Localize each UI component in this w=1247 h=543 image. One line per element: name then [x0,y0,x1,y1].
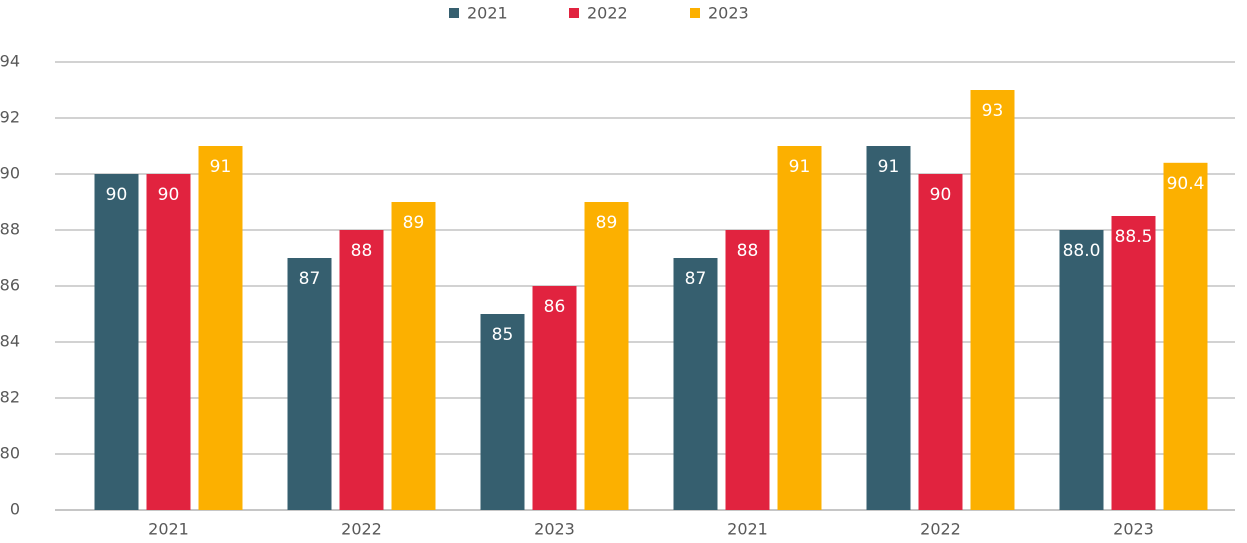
bar [94,174,139,510]
x-tick-label: 2022 [341,520,382,539]
legend-swatch [690,8,700,18]
data-label: 85 [492,325,514,345]
data-label: 90 [106,185,128,205]
data-label: 90 [158,185,180,205]
bar [391,202,436,510]
y-tick-label: 84 [0,332,20,351]
data-label: 89 [403,213,425,233]
y-tick-label: 90 [0,164,20,183]
y-tick-label: 88 [0,220,20,239]
data-label: 88.0 [1063,241,1101,261]
legend-label: 2021 [467,4,508,23]
x-tick-label: 2021 [148,520,189,539]
data-label: 88 [351,241,373,261]
data-label: 91 [210,157,232,177]
data-label: 91 [878,157,900,177]
bar [584,202,629,510]
x-tick-label: 2022 [920,520,961,539]
bar [673,258,718,510]
bar [146,174,191,510]
data-label: 93 [982,101,1004,121]
data-label: 87 [299,269,321,289]
y-tick-label: 0 [10,500,20,519]
legend-label: 2022 [587,4,628,23]
bar [1163,162,1208,511]
bar [777,146,822,510]
legend-label: 2023 [708,4,749,23]
bar [339,230,384,510]
bar [1111,216,1156,510]
data-label: 89 [596,213,618,233]
x-tick-label: 2023 [534,520,575,539]
bar [725,230,770,510]
data-label: 87 [685,269,707,289]
bar [918,174,963,510]
bar [866,146,911,510]
bar [480,314,525,510]
bar [1059,230,1104,510]
legend-swatch [449,8,459,18]
bar [287,258,332,510]
data-label: 86 [544,297,566,317]
data-label: 88.5 [1115,227,1153,247]
bar [532,286,577,510]
y-tick-label: 94 [0,52,20,71]
bar [198,146,243,510]
y-tick-label: 92 [0,108,20,127]
x-tick-label: 2023 [1113,520,1154,539]
data-label: 90 [930,185,952,205]
data-label: 90.4 [1167,174,1205,194]
y-tick-label: 80 [0,444,20,463]
data-label: 91 [789,157,811,177]
x-tick-label: 2021 [727,520,768,539]
y-tick-label: 86 [0,276,20,295]
bar [970,90,1015,510]
legend-swatch [569,8,579,18]
y-tick-label: 82 [0,388,20,407]
data-label: 88 [737,241,759,261]
